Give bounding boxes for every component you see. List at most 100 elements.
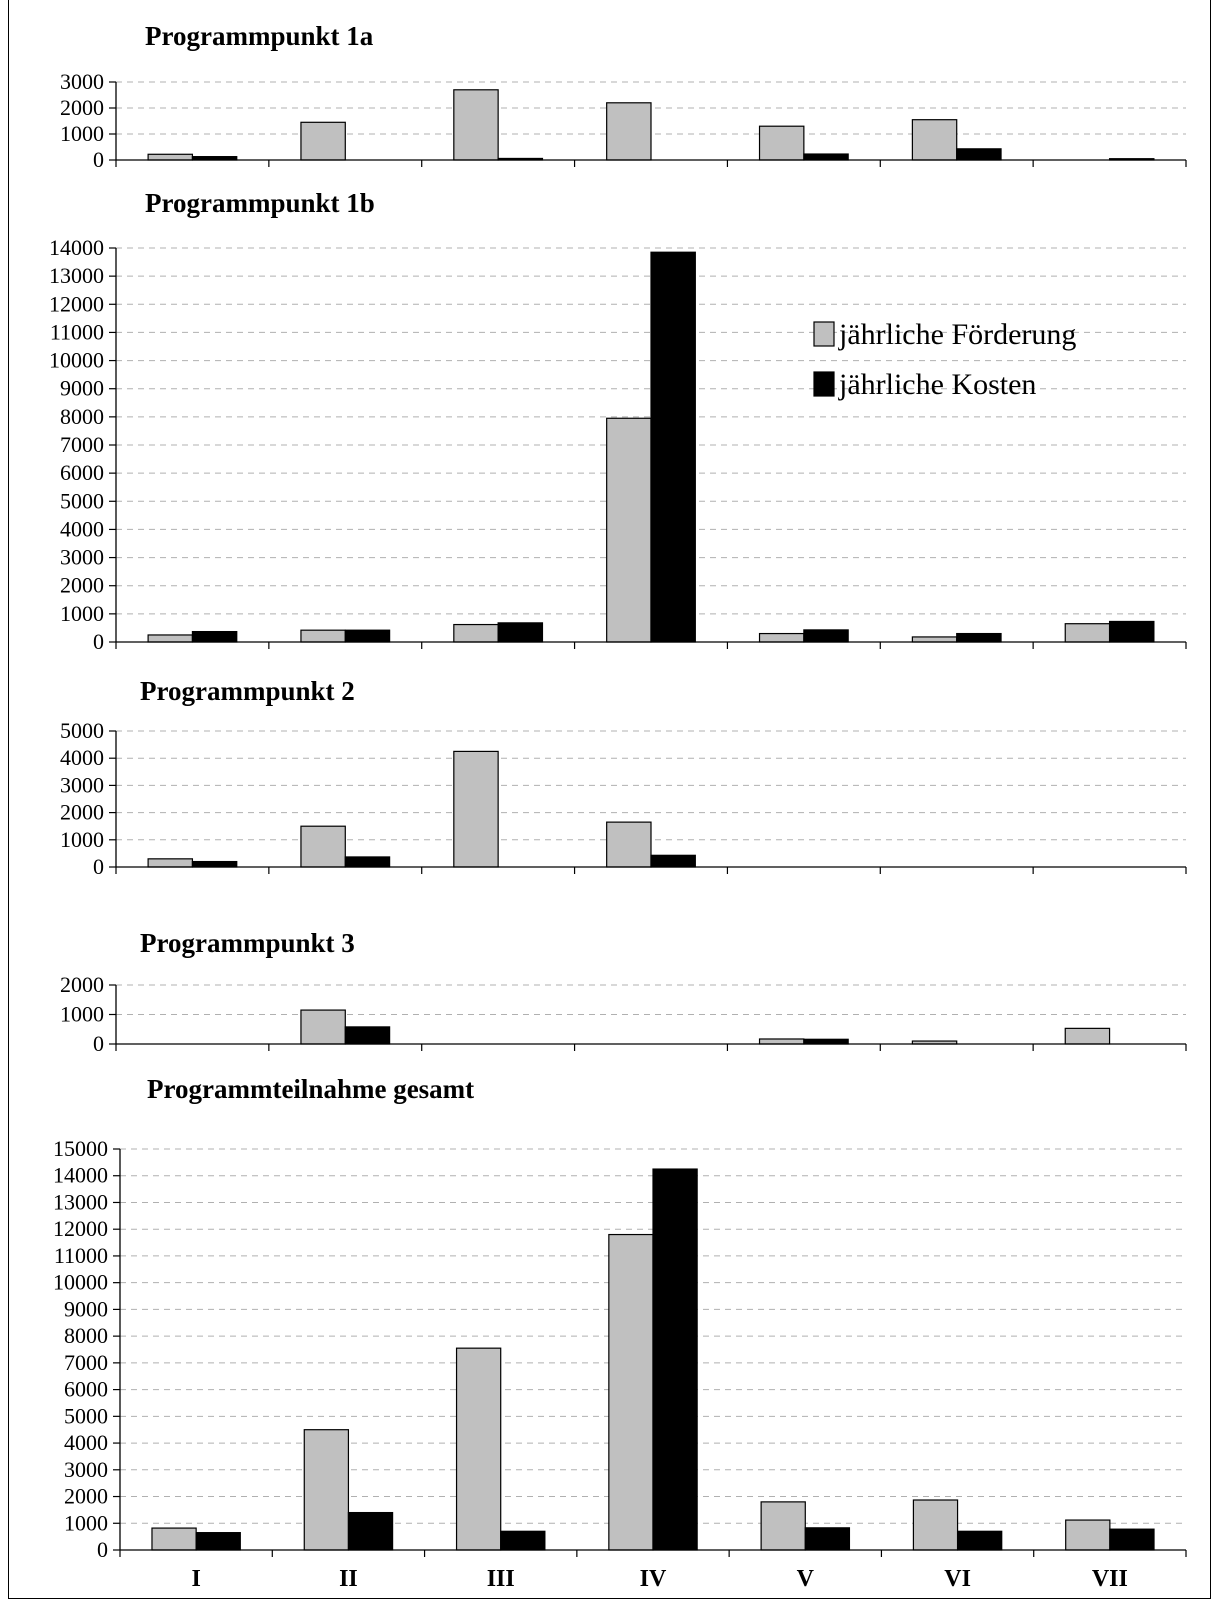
bar-foerderung-V	[758, 125, 805, 161]
y-tick-label: 2000	[60, 800, 104, 825]
bar-kosten-II	[344, 1026, 391, 1045]
y-tick-label: 0	[93, 147, 104, 172]
bar-foerderung-I	[151, 1527, 197, 1551]
bar-foerderung-I	[147, 858, 194, 868]
y-tick-label: 8000	[60, 404, 104, 429]
bar-foerderung-II	[303, 1429, 350, 1551]
bar-foerderung-III	[453, 750, 499, 868]
bar-kosten-V	[804, 1527, 851, 1551]
bar-foerderung-II	[300, 825, 346, 868]
bar-foerderung-V	[758, 632, 805, 643]
legend-swatch	[813, 321, 835, 347]
y-tick-label: 0	[93, 1031, 104, 1056]
category-label-III: III	[487, 1566, 515, 1592]
legend-swatch	[813, 371, 835, 397]
bar-foerderung-IV	[606, 102, 652, 161]
y-tick-label: 1000	[64, 1510, 108, 1535]
y-tick-label: 14000	[49, 235, 104, 260]
y-tick-label: 15000	[53, 1136, 108, 1161]
y-tick-label: 4000	[60, 745, 104, 770]
bar-foerderung-VI	[911, 119, 958, 161]
panel-title: Programmpunkt 1b	[145, 188, 375, 218]
y-tick-label: 12000	[49, 291, 104, 316]
bar-kosten-I	[191, 860, 238, 868]
y-tick-label: 3000	[60, 772, 104, 797]
y-tick-label: 10000	[53, 1270, 108, 1295]
bar-kosten-II	[344, 629, 391, 643]
bar-kosten-VI	[956, 632, 1002, 643]
bar-foerderung-III	[453, 623, 499, 643]
y-tick-label: 3000	[64, 1457, 108, 1482]
y-tick-label: 13000	[49, 263, 104, 288]
chart-panel-5: Programmteilnahme gesamt 0100020003000400…	[53, 1074, 1187, 1592]
y-tick-label: 4000	[60, 516, 104, 541]
y-tick-label: 0	[93, 854, 104, 879]
y-tick-label: 1000	[60, 1002, 104, 1027]
bar-kosten-VII	[1109, 1528, 1155, 1551]
panel-title: Programmpunkt 1a	[145, 21, 374, 51]
y-tick-label: 0	[97, 1537, 108, 1562]
bar-foerderung-III	[455, 1347, 502, 1551]
bar-kosten-V	[803, 1038, 849, 1045]
chart-panel-2: Programmpunkt 1b 0 1000 2000 3000 4000 5000 600…	[49, 188, 1187, 654]
bar-foerderung-VII	[1064, 623, 1111, 643]
bar-kosten-VI	[956, 1530, 1003, 1551]
y-tick-label: 3000	[60, 69, 104, 94]
y-tick-label: 13000	[53, 1189, 108, 1214]
bar-kosten-IV	[650, 854, 696, 868]
y-tick-label: 9000	[60, 376, 104, 401]
y-tick-label: 12000	[53, 1216, 108, 1241]
bar-kosten-V	[803, 153, 849, 161]
y-tick-label: 1000	[60, 121, 104, 146]
bar-foerderung-III	[453, 89, 499, 161]
y-tick-label: 5000	[64, 1403, 108, 1428]
bar-kosten-V	[803, 629, 849, 643]
bar-foerderung-VI	[912, 1499, 959, 1551]
chart-frame	[8, 0, 1211, 1599]
bar-kosten-II	[344, 856, 391, 868]
bar-foerderung-II	[300, 629, 346, 643]
bar-kosten-IV	[650, 251, 696, 643]
y-tick-label: 7000	[64, 1350, 108, 1375]
y-tick-label: 5000	[60, 718, 104, 743]
y-tick-label: 2000	[60, 972, 104, 997]
bar-foerderung-V	[758, 1038, 805, 1045]
panel-title: Programmpunkt 3	[140, 928, 355, 958]
bar-kosten-VI	[956, 148, 1002, 161]
y-tick-label: 2000	[64, 1484, 108, 1509]
bar-foerderung-IV	[606, 821, 652, 868]
y-tick-label: 14000	[53, 1163, 108, 1188]
y-tick-label: 8000	[64, 1323, 108, 1348]
bar-foerderung-VI	[911, 636, 958, 643]
bar-foerderung-V	[760, 1501, 806, 1551]
y-tick-label: 11000	[54, 1243, 108, 1268]
chart-panel-4: Programmpunkt 3 0 1000 2000	[60, 928, 1187, 1056]
y-tick-label: 2000	[60, 573, 104, 598]
panel-title: Programmpunkt 2	[140, 676, 355, 706]
bar-foerderung-IV	[606, 417, 652, 643]
y-tick-label: 11000	[50, 319, 104, 344]
y-tick-label: 0	[93, 629, 104, 654]
y-tick-label: 7000	[60, 432, 104, 457]
bar-foerderung-I	[147, 153, 194, 161]
bar-kosten-II	[347, 1511, 394, 1551]
legend-label: jährliche Kosten	[838, 368, 1036, 401]
bar-foerderung-VII	[1065, 1519, 1111, 1551]
bar-kosten-III	[497, 622, 544, 643]
category-label-VI: VI	[944, 1566, 971, 1592]
y-tick-label: 4000	[64, 1430, 108, 1455]
bar-kosten-I	[195, 1532, 241, 1551]
y-tick-label: 5000	[60, 488, 104, 513]
category-label-VII: VII	[1092, 1566, 1128, 1592]
category-label-V: V	[797, 1566, 815, 1592]
bar-kosten-IV	[652, 1168, 698, 1551]
y-tick-label: 6000	[60, 460, 104, 485]
y-tick-label: 9000	[64, 1296, 108, 1321]
category-label-IV: IV	[640, 1566, 667, 1592]
y-tick-label: 3000	[60, 545, 104, 570]
legend: jährliche Förderung jährliche Kosten	[813, 318, 1076, 401]
category-label-II: II	[339, 1566, 358, 1592]
